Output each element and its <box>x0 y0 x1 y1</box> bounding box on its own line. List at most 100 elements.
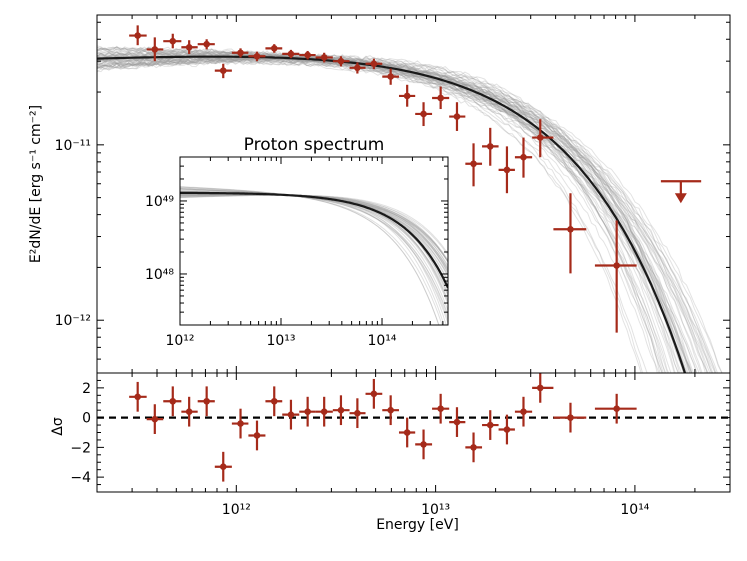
data-marker <box>536 134 544 141</box>
residual-point <box>282 399 300 430</box>
model-sample-curve <box>97 55 711 373</box>
main-axis-ticks: 10⁻¹² 10⁻¹¹ <box>55 15 731 374</box>
data-marker <box>219 67 227 74</box>
residual-point <box>214 451 232 482</box>
main-y-tick-label: 10⁻¹¹ <box>55 138 91 154</box>
data-marker <box>403 92 411 100</box>
residual-marker <box>387 406 394 414</box>
residual-y-tick-label: 0 <box>82 411 91 427</box>
inset-sample-curve <box>180 186 443 325</box>
residual-marker <box>203 397 210 405</box>
inset-model-curve <box>180 191 448 289</box>
data-marker <box>567 225 574 233</box>
flux-data-points <box>129 25 637 333</box>
flux-data-point <box>332 56 350 67</box>
flux-data-point <box>432 86 450 110</box>
residual-point <box>197 386 215 417</box>
flux-data-point <box>365 58 383 70</box>
data-marker <box>503 166 511 174</box>
residual-marker <box>613 405 620 413</box>
data-marker <box>453 113 461 120</box>
x-axis-label: Energy [eV] <box>376 517 459 533</box>
x-tick-label: 10¹³ <box>421 502 450 518</box>
residual-data-points <box>129 373 637 482</box>
residual-marker <box>253 432 261 439</box>
inset-background <box>180 157 448 325</box>
residual-point <box>432 393 450 424</box>
residual-point <box>514 396 533 427</box>
residual-marker <box>304 408 311 415</box>
flux-data-point <box>214 63 232 79</box>
model-sample-curve <box>97 50 666 373</box>
residual-marker <box>237 420 244 427</box>
inset-axis-ticks: 10¹² 10¹³ 10¹⁴ 10⁴⁸ 10⁴⁹ <box>145 156 448 349</box>
residual-point <box>146 404 164 434</box>
model-sample-curve <box>97 48 698 373</box>
residual-point <box>482 410 499 440</box>
residual-marker <box>470 444 477 451</box>
residual-point <box>315 396 333 427</box>
residual-point <box>382 395 399 426</box>
residual-point <box>465 432 483 463</box>
residual-point <box>365 378 383 409</box>
residual-point <box>248 420 266 451</box>
inset-sample-curve <box>180 189 448 324</box>
flux-data-point <box>197 39 215 50</box>
model-sample-curve <box>97 56 686 373</box>
residual-point <box>299 396 316 427</box>
residual-point <box>449 407 466 437</box>
data-marker <box>370 60 378 68</box>
inset-sample-curve <box>180 194 448 267</box>
main-y-axis-label: E²dN/dE [erg s⁻¹ cm⁻²] <box>28 105 44 263</box>
residual-point <box>349 398 366 429</box>
model-sample-curve <box>97 53 689 373</box>
residual-point <box>415 429 433 460</box>
residual-marker <box>185 408 193 415</box>
model-sample-curve <box>97 57 723 373</box>
residual-marker <box>270 397 278 405</box>
residual-point <box>129 381 147 412</box>
inset-y-tick-label: 10⁴⁸ <box>145 267 174 283</box>
residual-marker <box>337 406 345 414</box>
flux-data-point <box>498 146 515 194</box>
data-marker <box>470 160 477 168</box>
inset-sample-curve <box>180 186 440 325</box>
data-marker <box>203 40 210 48</box>
residual-marker <box>354 409 361 417</box>
flux-data-point <box>415 102 433 127</box>
inset-sample-curve <box>180 194 448 254</box>
residual-point <box>181 396 198 427</box>
model-sample-curve <box>97 48 648 373</box>
model-sample-curve <box>97 49 672 373</box>
residual-marker <box>403 429 411 436</box>
model-sample-curve <box>97 54 708 373</box>
model-sample-curve <box>97 53 669 373</box>
model-sample-curve <box>97 51 681 373</box>
model-sample-curve <box>97 47 684 373</box>
data-marker <box>253 52 261 60</box>
flux-data-point <box>315 52 333 63</box>
model-sample-curve <box>97 50 663 373</box>
model-sample-curve <box>97 53 676 373</box>
proton-spectrum-inset: 10¹² 10¹³ 10¹⁴ 10⁴⁸ 10⁴⁹ Proton spectrum <box>145 135 449 349</box>
data-marker <box>169 37 177 45</box>
x-tick-label: 10¹² <box>222 502 251 518</box>
inset-sample-curve <box>180 194 448 262</box>
residual-point <box>231 408 249 439</box>
residual-marker <box>134 393 141 401</box>
flux-data-point <box>532 119 554 158</box>
inset-x-tick-label: 10¹² <box>165 333 194 349</box>
residual-y-axis-label: Δσ <box>50 417 66 436</box>
data-marker <box>287 50 295 58</box>
model-sample-curve <box>97 46 700 373</box>
model-sample-curve <box>97 56 679 373</box>
flux-data-point <box>465 143 483 187</box>
data-marker <box>151 46 159 53</box>
residual-y-tick-label: 2 <box>82 381 91 397</box>
flux-data-point <box>398 84 416 107</box>
inset-y-tick-label: 10⁴⁹ <box>145 194 174 210</box>
inset-sample-curve <box>180 187 448 315</box>
flux-data-point <box>299 50 316 60</box>
residual-y-tick-label: −4 <box>70 470 91 486</box>
model-sample-curve <box>97 51 693 373</box>
